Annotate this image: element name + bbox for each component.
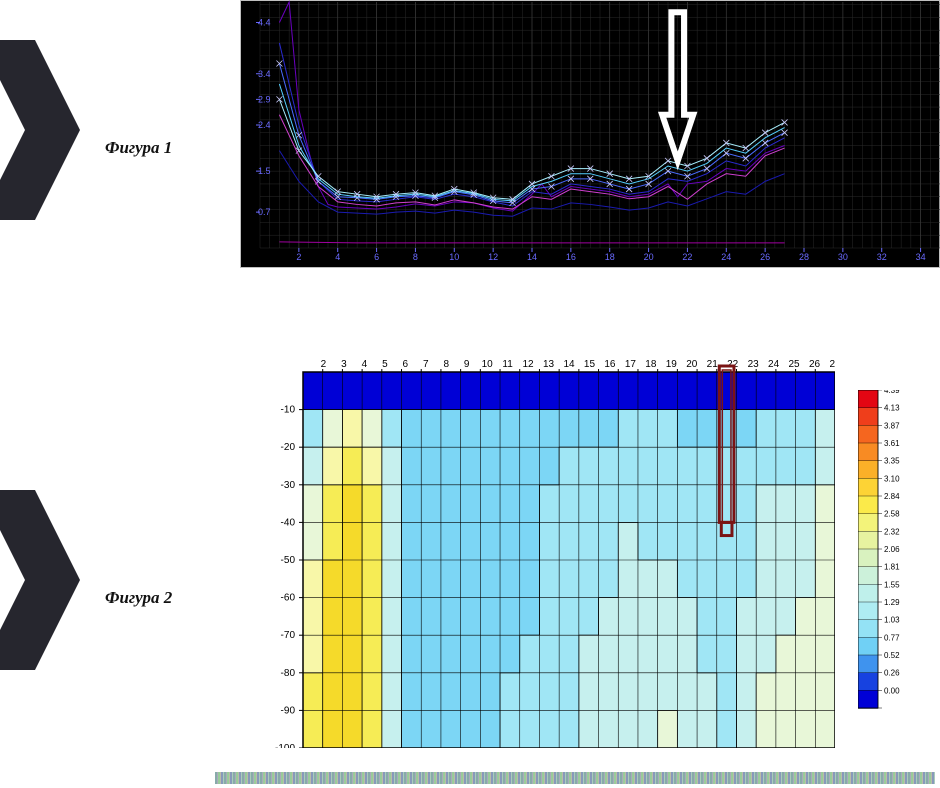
heatmap-colorbar: 4.39 4.13 3.87 3.61 3.35 3.10 2.84 2.58 2.32 2.06… [858,390,918,708]
svg-text:-40: -40 [281,517,296,528]
svg-text:9: 9 [464,359,470,370]
svg-text:27: 27 [829,359,835,370]
page: Фигура 1 Фигура 2 2468101214161820222426… [0,0,940,788]
svg-text:-70: -70 [281,630,296,641]
svg-text:21: 21 [707,359,719,370]
svg-text:13: 13 [543,359,555,370]
svg-text:18: 18 [645,359,657,370]
figure-1-label: Фигура 1 [105,138,172,158]
svg-text:3: 3 [341,359,347,370]
svg-text:18: 18 [605,252,615,262]
svg-text:20: 20 [644,252,654,262]
svg-text:26: 26 [760,252,770,262]
svg-text:10: 10 [449,252,459,262]
svg-text:-30: -30 [281,480,296,491]
svg-text:2.06: 2.06 [884,545,900,554]
svg-text:2.4: 2.4 [258,120,271,130]
svg-text:11: 11 [502,359,513,370]
svg-text:-90: -90 [281,705,296,716]
svg-text:4.39: 4.39 [884,390,900,395]
svg-text:-60: -60 [281,593,296,604]
svg-text:-100: -100 [275,743,295,748]
svg-text:24: 24 [768,359,780,370]
svg-text:16: 16 [566,252,576,262]
svg-text:-80: -80 [281,668,296,679]
svg-text:15: 15 [584,359,596,370]
svg-text:2.84: 2.84 [884,492,900,501]
svg-text:2: 2 [321,359,327,370]
svg-text:5: 5 [382,359,388,370]
decorative-noise-strip [215,772,935,784]
svg-text:12: 12 [488,252,498,262]
svg-text:32: 32 [877,252,887,262]
chevron-decoration-bottom [0,490,80,670]
svg-text:26: 26 [809,359,821,370]
svg-text:4: 4 [362,359,368,370]
svg-text:6: 6 [374,252,379,262]
svg-text:1.29: 1.29 [884,598,900,607]
svg-text:30: 30 [838,252,848,262]
svg-text:22: 22 [682,252,692,262]
svg-text:8: 8 [443,359,449,370]
svg-text:4: 4 [335,252,340,262]
svg-text:2.58: 2.58 [884,510,900,519]
contour-heatmap: 2345678910111213141516171819202122232425… [258,354,835,748]
svg-text:34: 34 [916,252,926,262]
svg-text:0.7: 0.7 [258,207,271,217]
svg-text:28: 28 [799,252,809,262]
svg-text:4.4: 4.4 [258,18,271,28]
svg-text:3.35: 3.35 [884,457,900,466]
svg-text:2: 2 [296,252,301,262]
svg-text:4.13: 4.13 [884,404,900,413]
svg-text:12: 12 [523,359,535,370]
svg-text:8: 8 [413,252,418,262]
chevron-decoration-top [0,40,80,220]
svg-text:1.81: 1.81 [884,563,900,572]
svg-text:2.32: 2.32 [884,527,900,536]
svg-text:0.00: 0.00 [884,686,900,695]
svg-text:25: 25 [789,359,801,370]
svg-text:10: 10 [482,359,494,370]
svg-text:23: 23 [748,359,760,370]
svg-text:3.4: 3.4 [258,69,271,79]
svg-text:3.10: 3.10 [884,474,900,483]
svg-text:7: 7 [423,359,429,370]
svg-text:1.5: 1.5 [258,166,271,176]
svg-text:0.77: 0.77 [884,633,900,642]
svg-text:2.9: 2.9 [258,94,271,104]
svg-text:0.26: 0.26 [884,669,900,678]
svg-text:16: 16 [604,359,616,370]
svg-text:-10: -10 [281,405,296,416]
svg-text:1.55: 1.55 [884,580,900,589]
svg-text:0.52: 0.52 [884,651,900,660]
svg-text:-50: -50 [281,555,296,566]
svg-text:14: 14 [563,359,575,370]
svg-text:6: 6 [403,359,409,370]
svg-text:14: 14 [527,252,537,262]
figure-2-label: Фигура 2 [105,588,172,608]
line-chart: 2468101214161820222426283032340.71.52.42… [240,0,940,268]
svg-text:24: 24 [721,252,731,262]
svg-text:1.03: 1.03 [884,616,900,625]
svg-text:3.87: 3.87 [884,421,900,430]
svg-text:-20: -20 [281,442,296,453]
svg-text:17: 17 [625,359,637,370]
svg-text:19: 19 [666,359,678,370]
svg-text:20: 20 [686,359,698,370]
svg-text:3.61: 3.61 [884,439,900,448]
